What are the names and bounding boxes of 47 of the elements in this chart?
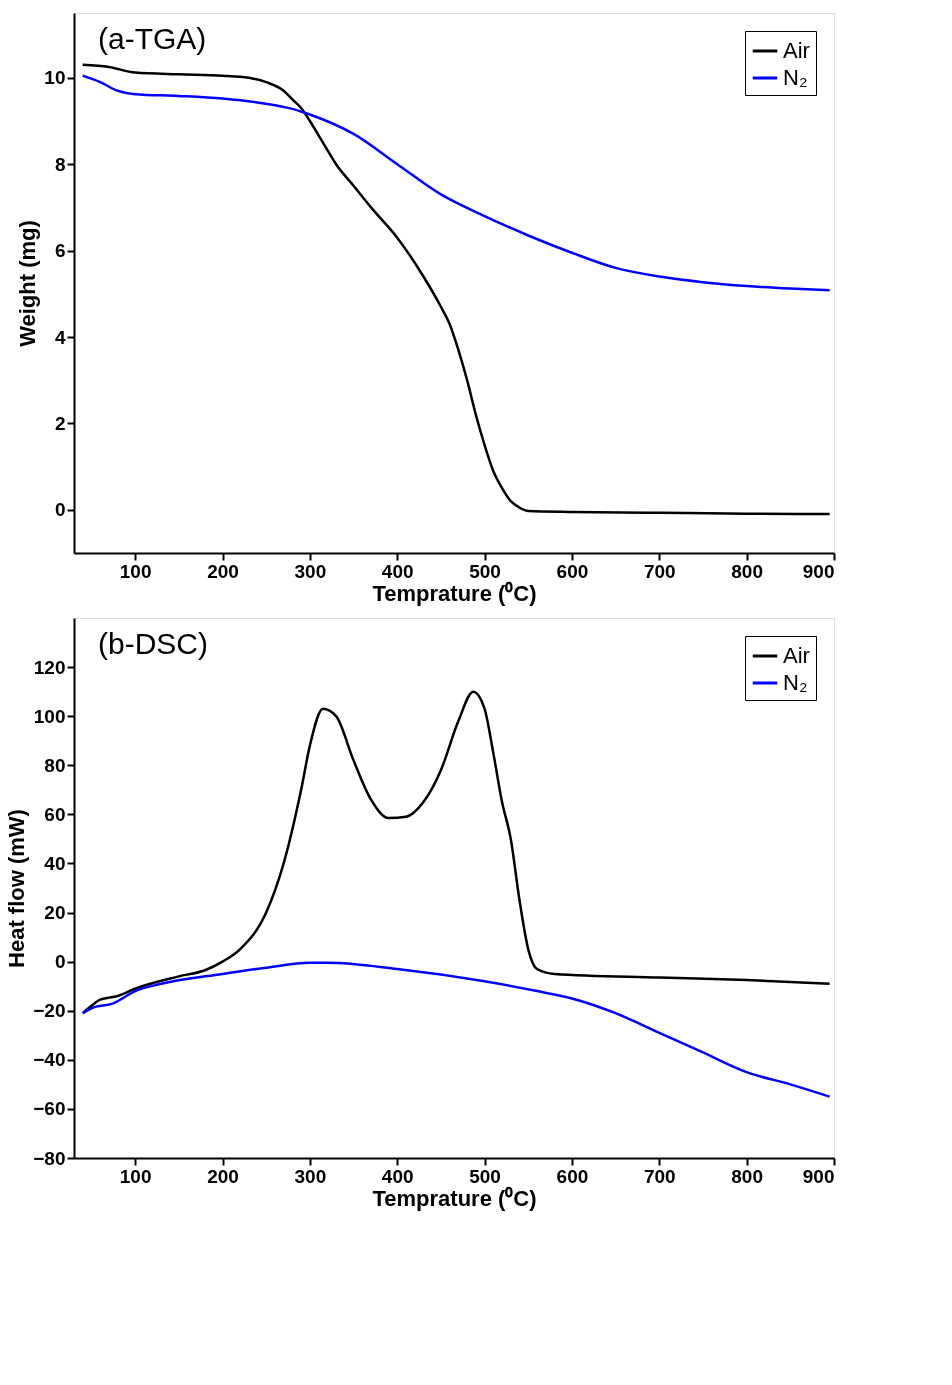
y-tick-label: 40 — [44, 852, 66, 874]
x-tick-label: 300 — [294, 560, 327, 582]
annotation: (b-DSC) — [98, 627, 208, 660]
x-tick-label: 200 — [207, 560, 239, 582]
x-tick-label: 900 — [802, 560, 835, 582]
x-tick-label: 700 — [643, 1165, 676, 1187]
y-tick-label: 60 — [44, 803, 66, 825]
annotation: (a-TGA) — [98, 22, 207, 55]
x-tick-label: 100 — [119, 1165, 152, 1187]
y-tick-label: 10 — [44, 67, 66, 89]
x-tick-label: 800 — [731, 1165, 763, 1187]
x-tick-label: 100 — [119, 560, 152, 582]
x-tick-label: 400 — [381, 1165, 414, 1187]
x-tick-label: 800 — [731, 560, 763, 582]
line-series — [81, 961, 831, 1098]
legend-label: Air — [783, 38, 810, 63]
x-tick-label: 400 — [381, 560, 414, 582]
y-tick-label: −60 — [33, 1098, 66, 1120]
y-tick-label: 100 — [33, 705, 66, 727]
y-tick-label: 120 — [33, 656, 66, 678]
x-tick-label: 200 — [207, 1165, 239, 1187]
y-tick-label: −80 — [33, 1147, 66, 1169]
legend-label: N₂ — [783, 670, 808, 695]
y-tick-label: 4 — [54, 326, 66, 348]
y-axis-title: Heat flow (mW) — [4, 809, 30, 968]
x-axis-title: Temprature (⁰C) — [372, 1185, 537, 1211]
x-tick-label: 300 — [294, 1165, 327, 1187]
y-tick-label: −40 — [33, 1049, 66, 1071]
line-series — [81, 63, 831, 516]
y-tick-label: 2 — [54, 412, 66, 434]
x-axis-title: Temprature (⁰C) — [372, 580, 537, 606]
y-tick-label: 80 — [44, 754, 66, 776]
y-tick-label: 20 — [44, 902, 66, 924]
y-tick-label: 6 — [54, 240, 66, 262]
legend-label: Air — [783, 643, 810, 668]
y-tick-label: 8 — [54, 153, 66, 175]
x-tick-label: 500 — [469, 1165, 501, 1187]
x-tick-label: 900 — [802, 1165, 835, 1187]
x-tick-label: 600 — [556, 1165, 589, 1187]
x-tick-label: 700 — [643, 560, 676, 582]
x-tick-label: 500 — [469, 560, 501, 582]
y-axis-title: Weight (mg) — [15, 220, 41, 347]
y-tick-label: −20 — [33, 1000, 66, 1022]
y-tick-label: 0 — [54, 499, 66, 521]
y-tick-label: 0 — [54, 951, 66, 973]
x-tick-label: 600 — [556, 560, 589, 582]
legend-label: N₂ — [783, 65, 808, 90]
